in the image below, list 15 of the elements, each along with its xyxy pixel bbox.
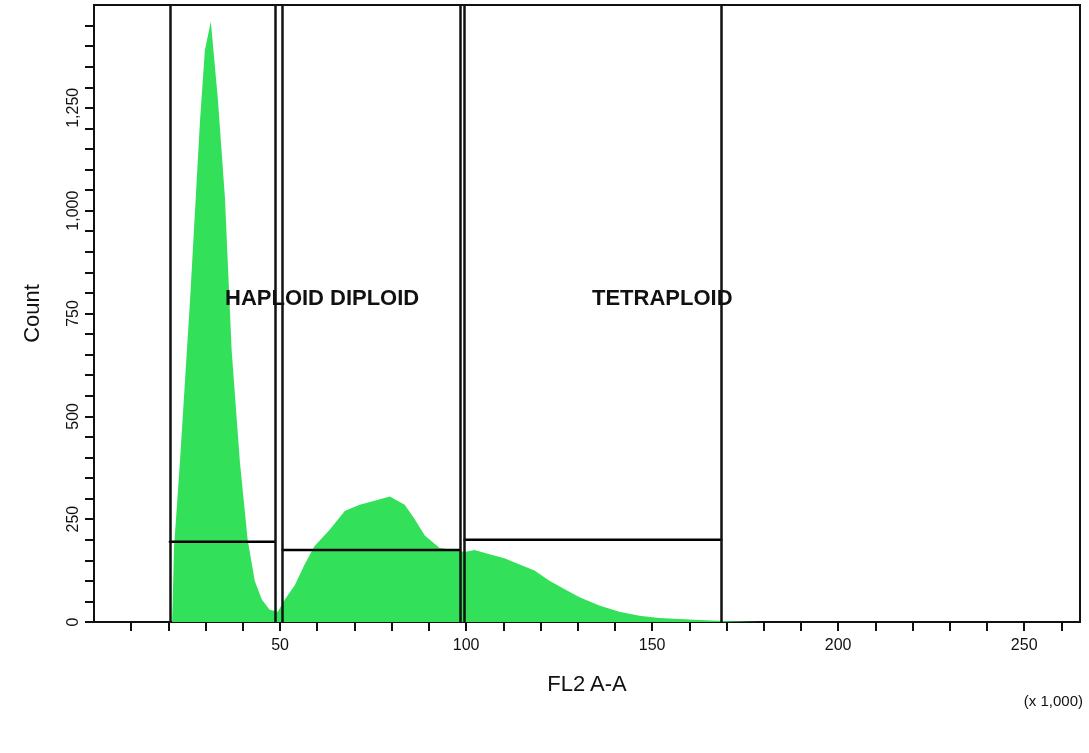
x-tick-label: 250: [1010, 635, 1038, 653]
x-tick-label: 100: [452, 635, 480, 653]
y-tick-label: 750: [63, 300, 81, 327]
x-tick-label: 150: [638, 635, 666, 653]
y-tick-label: 500: [63, 402, 81, 430]
y-axis-title: Count: [18, 284, 44, 343]
y-tick-label: 250: [63, 505, 81, 533]
text: (x 1,000): [1023, 692, 1084, 709]
x-tick-label: 200: [824, 635, 852, 653]
annotation: DIPLOID: [330, 284, 420, 310]
x-axis-title: FL2 A-A: [547, 670, 628, 696]
y-tick-label: 1,250: [63, 87, 81, 128]
y-tick-label: 0: [63, 617, 81, 627]
x-tick-label: 50: [271, 635, 290, 653]
y-tick-label: 1,000: [63, 190, 81, 231]
